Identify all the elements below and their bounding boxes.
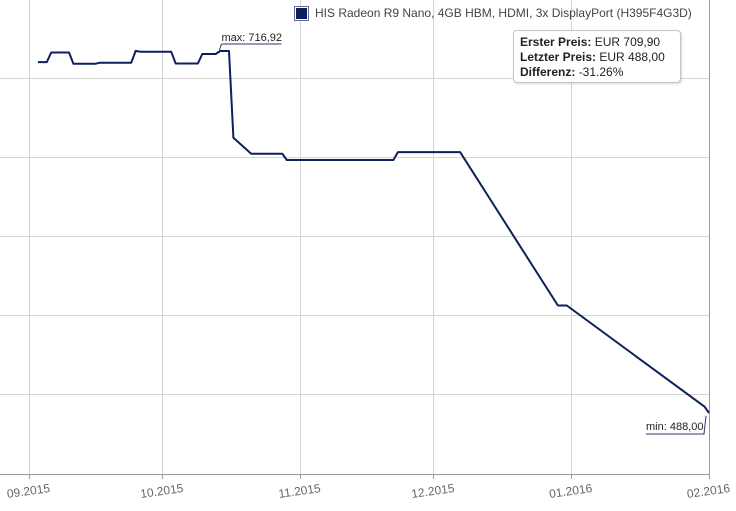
x-axis-ticks: 09.2015 10.2015 11.2015 12.2015 01.2016 02.20… (6, 474, 731, 501)
difference-label: Differenz: (520, 65, 576, 79)
series-layer (37, 49, 710, 414)
price-info-box: Erster Preis: EUR 709,90 Letzter Preis: … (513, 30, 681, 83)
difference-value: -31.26% (578, 65, 624, 79)
first-price-row: Erster Preis: EUR 709,90 (520, 35, 674, 50)
x-tick-label-4: 01.2016 (548, 481, 593, 501)
max-marker-line (218, 43, 282, 51)
x-tick-label-5: 02.2016 (686, 481, 731, 501)
last-price-value: EUR 488,00 (599, 50, 665, 64)
min-label: min: 488,00 (646, 421, 703, 433)
series-line-0 (37, 49, 710, 414)
x-tick-label-2: 11.2015 (278, 481, 322, 501)
x-tick-label-0: 09.2015 (6, 481, 51, 501)
markers: max: 716,92 min: 488,00 (218, 32, 707, 435)
x-tick-label-3: 12.2015 (410, 481, 455, 501)
max-label: max: 716,92 (221, 32, 282, 44)
min-marker-line (646, 415, 707, 435)
x-tick-label-1: 10.2015 (139, 481, 184, 501)
legend-label: HIS Radeon R9 Nano, 4GB HBM, HDMI, 3x Di… (315, 6, 692, 20)
first-price-value: EUR 709,90 (594, 35, 661, 49)
last-price-row: Letzter Preis: EUR 488,00 (520, 50, 674, 65)
legend-swatch (294, 5, 309, 21)
first-price-label: Erster Preis: (520, 35, 592, 49)
axes (0, 0, 710, 475)
difference-row: Differenz: -31.26% (520, 65, 674, 80)
last-price-label: Letzter Preis: (520, 50, 597, 64)
legend[interactable]: HIS Radeon R9 Nano, 4GB HBM, HDMI, 3x Di… (294, 5, 692, 21)
